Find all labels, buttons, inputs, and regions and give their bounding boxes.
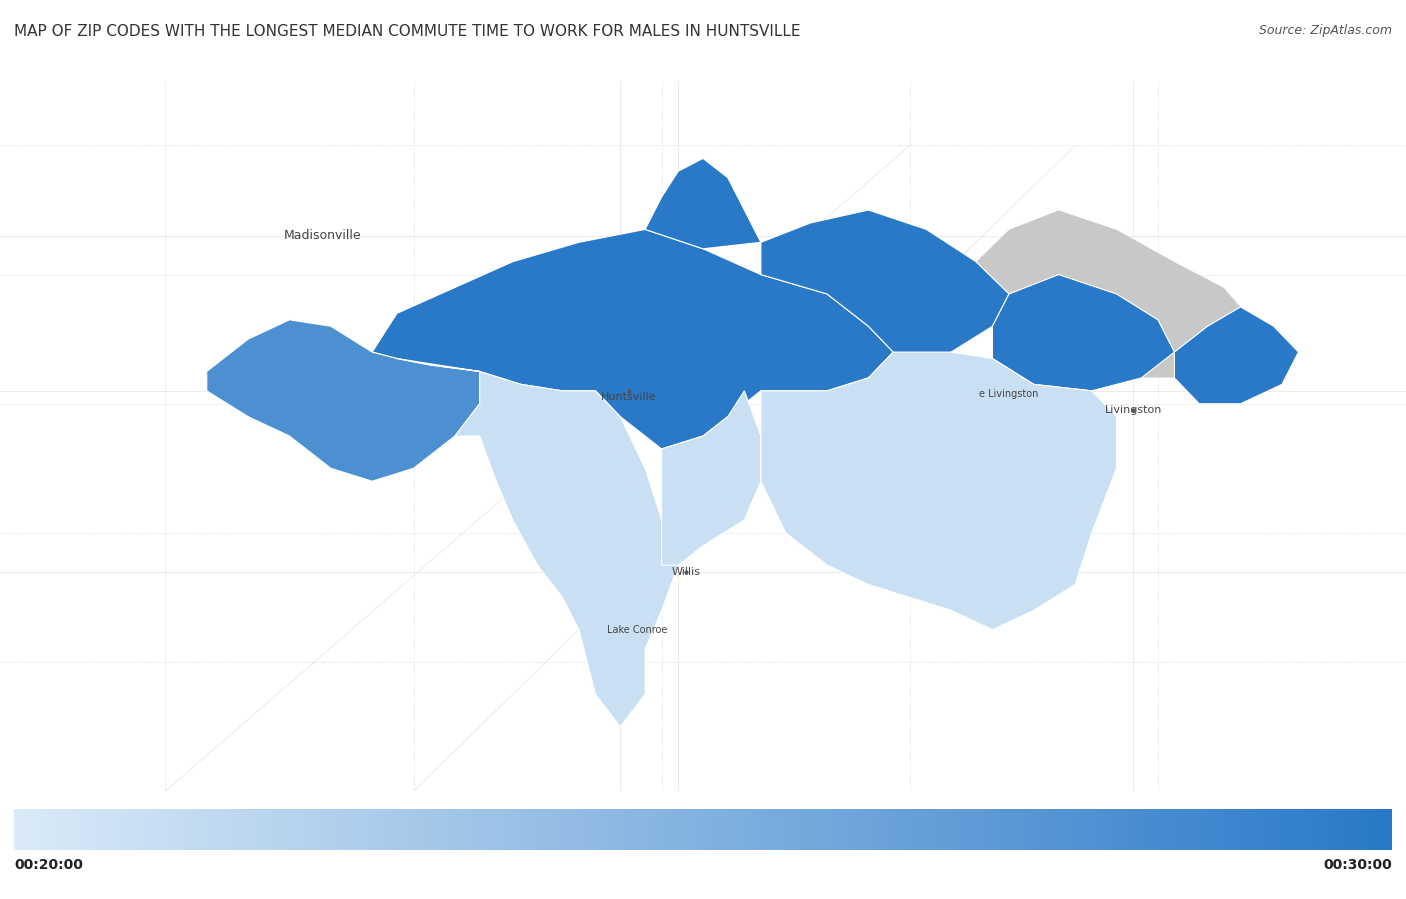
Text: Willis: Willis — [672, 566, 702, 576]
Polygon shape — [993, 274, 1174, 391]
Text: MAP OF ZIP CODES WITH THE LONGEST MEDIAN COMMUTE TIME TO WORK FOR MALES IN HUNTS: MAP OF ZIP CODES WITH THE LONGEST MEDIAN… — [14, 24, 800, 40]
Polygon shape — [993, 274, 1299, 404]
Text: Source: ZipAtlas.com: Source: ZipAtlas.com — [1258, 24, 1392, 37]
Text: Madisonville: Madisonville — [284, 229, 361, 243]
Polygon shape — [207, 320, 479, 481]
Text: 00:20:00: 00:20:00 — [14, 858, 83, 872]
Text: 00:30:00: 00:30:00 — [1323, 858, 1392, 872]
Polygon shape — [396, 359, 678, 726]
Polygon shape — [761, 210, 1010, 371]
Text: Huntsville: Huntsville — [600, 392, 657, 402]
Text: Lake Conroe: Lake Conroe — [606, 625, 666, 635]
Polygon shape — [1174, 307, 1299, 404]
Polygon shape — [645, 158, 761, 249]
Polygon shape — [761, 352, 1116, 629]
Text: Livingston: Livingston — [1104, 405, 1161, 415]
Polygon shape — [373, 229, 893, 449]
Polygon shape — [662, 391, 761, 565]
Polygon shape — [976, 210, 1240, 352]
Text: e Livingston: e Livingston — [980, 389, 1039, 399]
